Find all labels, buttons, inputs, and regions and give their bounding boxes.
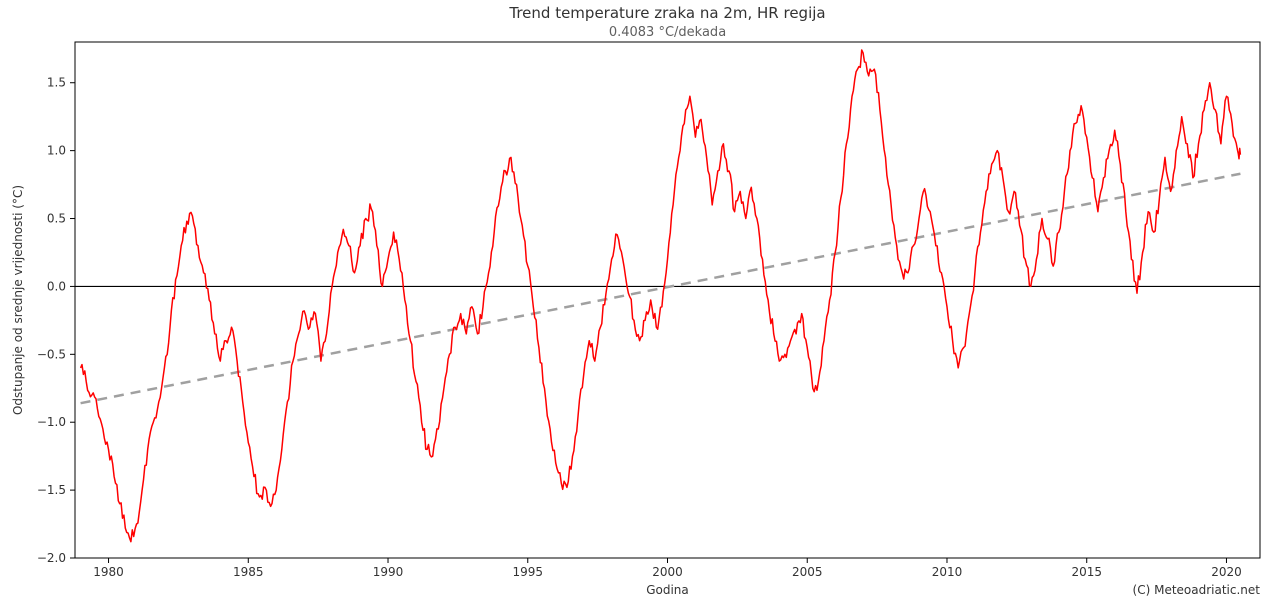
x-tick-label: 2010 xyxy=(932,565,963,579)
x-tick-label: 1990 xyxy=(373,565,404,579)
y-tick-label: 0.5 xyxy=(47,212,66,226)
y-tick-label: 0.0 xyxy=(47,279,66,293)
x-tick-label: 1995 xyxy=(512,565,543,579)
chart-svg: 1980 1985 1990 1995 2000 2005 2010 2015 2020 −2.0… xyxy=(0,0,1280,600)
chart-subtitle: 0.4083 °C/dekada xyxy=(609,25,726,40)
y-tick-label: 1.5 xyxy=(47,76,66,90)
y-tick-label: −0.5 xyxy=(37,347,66,361)
x-tick-label: 2005 xyxy=(792,565,823,579)
x-tick-label: 2015 xyxy=(1071,565,1102,579)
y-tick-label: −1.5 xyxy=(37,483,66,497)
y-tick-label: −2.0 xyxy=(37,551,66,565)
x-tick-label: 1980 xyxy=(93,565,124,579)
x-axis-label: Godina xyxy=(646,583,689,597)
y-tick-label: 1.0 xyxy=(47,144,66,158)
chart-container: 1980 1985 1990 1995 2000 2005 2010 2015 2020 −2.0… xyxy=(0,0,1280,600)
y-axis-label: Odstupanje od srednje vrijednosti (°C) xyxy=(11,185,25,415)
x-tick-label: 2020 xyxy=(1211,565,1242,579)
x-tick-label: 1985 xyxy=(233,565,264,579)
plot-area xyxy=(75,42,1260,558)
chart-title: Trend temperature zraka na 2m, HR regija xyxy=(508,4,825,22)
credit-text: (C) Meteoadriatic.net xyxy=(1133,583,1261,597)
x-tick-label: 2000 xyxy=(652,565,683,579)
y-tick-label: −1.0 xyxy=(37,415,66,429)
